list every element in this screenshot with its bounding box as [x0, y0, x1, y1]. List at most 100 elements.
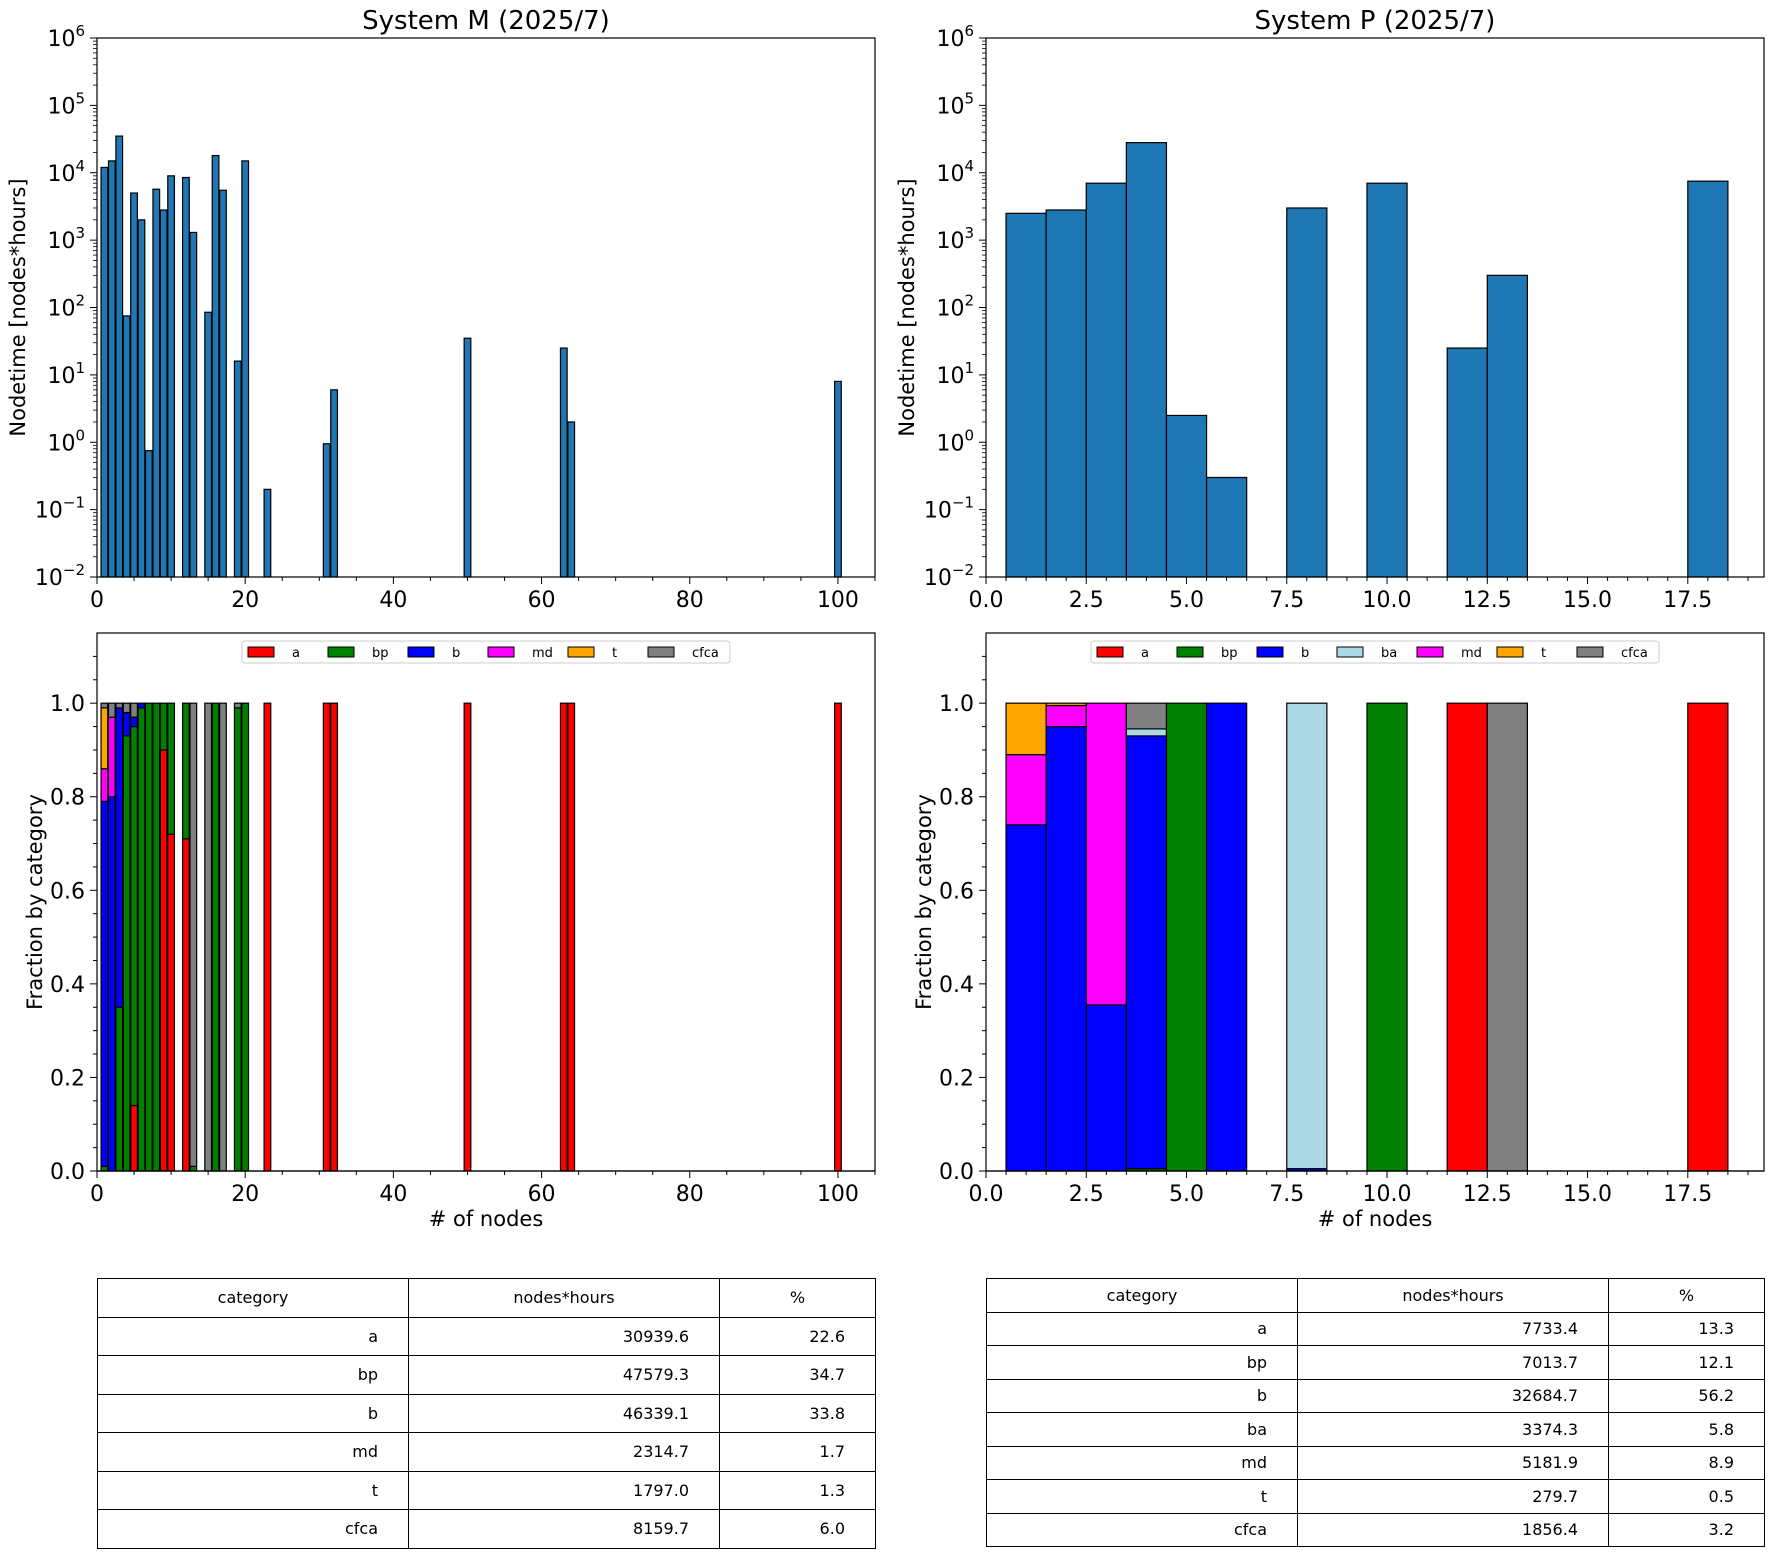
legend-swatch-bp — [1176, 646, 1204, 658]
legend-label-t: t — [612, 646, 617, 661]
table-cell: 3374.3 — [1297, 1412, 1609, 1447]
table-cell: t — [97, 1470, 409, 1510]
table-row: bp 47579.3 34.7 — [97, 1355, 876, 1395]
legend-frame — [241, 640, 731, 664]
histogram-bar — [233, 360, 242, 578]
stacked-bar-segment-a — [130, 1104, 138, 1172]
stacked-bar-segment-a — [330, 702, 339, 1172]
stacked-bar-segment-t — [100, 707, 109, 770]
legend-label-a: a — [292, 646, 300, 661]
table-cell: a — [97, 1316, 409, 1356]
stacked-bar-segment-b — [1005, 824, 1047, 1172]
y-axis-label: Nodetime [nodes*hours] — [895, 178, 919, 436]
table-cell: 0.5 — [1608, 1479, 1765, 1514]
table-cell: 8.9 — [1608, 1445, 1765, 1480]
stacked-bar-segment-bp — [211, 702, 220, 1172]
stacked-bar-segment-t — [1005, 702, 1047, 756]
legend-label-a: a — [1141, 646, 1149, 661]
stacked-bar-segment-b — [137, 702, 146, 709]
x-tick-label: 7.5 — [1269, 1182, 1304, 1207]
y-tick-label: 10−1 — [924, 494, 974, 524]
stacked-bar-segment-a — [159, 749, 168, 1172]
x-tick-label: 60 — [528, 588, 556, 613]
legend-swatch-b — [1256, 646, 1284, 658]
histogram-bar — [463, 337, 472, 578]
stacked-bar-segment-cfca — [1125, 702, 1168, 730]
table-cell: a — [986, 1311, 1298, 1346]
table-header-row: category nodes*hours% — [986, 1278, 1765, 1313]
y-tick-label: 106 — [47, 22, 85, 52]
legend-frame — [1090, 640, 1660, 664]
table-header-cell: category — [986, 1278, 1298, 1313]
legend-swatch-ba — [1336, 646, 1364, 658]
stacked-bar-segment-cfca — [219, 702, 227, 1172]
histogram-bar — [1165, 414, 1208, 578]
chart-title: System M (2025/7) — [362, 6, 610, 36]
stacked-bar-segment-bp — [189, 1165, 198, 1172]
x-tick-label: 17.5 — [1663, 588, 1712, 613]
table-cell: 5.8 — [1608, 1412, 1765, 1447]
legend-label-md: md — [1461, 646, 1482, 661]
x-tick-label: 10.0 — [1363, 1182, 1412, 1207]
table-row: ba 3374.3 5.8 — [986, 1412, 1765, 1447]
histogram-bar — [559, 347, 568, 578]
table-cell: 30939.6 — [408, 1316, 720, 1356]
histogram-bar — [100, 166, 109, 578]
summary-table-system-p: category nodes*hours% a 7733.4 13.3 bp 7013.7 1… — [986, 1278, 1765, 1547]
stacked-bar-segment-cfca — [107, 702, 116, 718]
histogram-bar — [1005, 212, 1047, 578]
stacked-bar-segment-cfca — [130, 702, 138, 718]
table-cell: 279.7 — [1297, 1479, 1609, 1514]
histogram-bar — [1446, 347, 1488, 578]
stacked-bar-segment-cfca — [204, 702, 213, 1172]
table-header-cell: % — [719, 1278, 876, 1318]
stacked-bar-segment-b — [130, 716, 138, 728]
stacked-bar-segment-a — [567, 702, 576, 1172]
legend-swatch-bp — [327, 646, 355, 658]
x-tick-label: 0.0 — [969, 588, 1004, 613]
legend-swatch-b — [407, 646, 435, 658]
y-tick-label: 0.0 — [939, 1160, 974, 1185]
table-cell: 5181.9 — [1297, 1445, 1609, 1480]
stacked-bar-segment-bp — [241, 702, 250, 1172]
x-tick-label: 100 — [817, 588, 859, 613]
legend-swatch-t — [567, 646, 595, 658]
stacked-bar-segment-a — [263, 702, 272, 1172]
x-tick-label: 40 — [379, 1182, 407, 1207]
histogram-bar — [122, 315, 131, 578]
table-cell: bp — [97, 1355, 409, 1395]
x-tick-label: 0 — [90, 1182, 104, 1207]
x-tick-label: 2.5 — [1069, 1182, 1104, 1207]
y-tick-label: 1.0 — [50, 692, 85, 717]
stacked-bar-segment-a — [181, 838, 190, 1172]
stacked-bar-segment-b — [115, 707, 124, 1008]
legend-swatch-a — [247, 646, 275, 658]
histogram-bar — [130, 192, 138, 578]
stacked-bar-segment-md — [1085, 702, 1127, 1006]
histogram-bar — [1286, 207, 1328, 578]
legend: a bp b md t cfca — [241, 640, 731, 664]
histogram-bar — [1125, 142, 1168, 578]
y-tick-label: 10−1 — [35, 494, 85, 524]
x-tick-label: 20 — [231, 588, 259, 613]
y-tick-label: 100 — [47, 426, 85, 456]
histogram-bar — [834, 380, 842, 578]
y-tick-label: 0.2 — [50, 1066, 85, 1091]
table-cell: 22.6 — [719, 1316, 876, 1356]
y-axis-label: Fraction by category — [912, 794, 936, 1010]
legend-label-cfca: cfca — [692, 646, 719, 661]
y-tick-label: 102 — [47, 292, 85, 322]
x-axis-label: # of nodes — [429, 1207, 544, 1231]
stacked-fraction-system-p: 0.0 0.2 0.4 0.6 0.8 1.0 0.0 2.5 5.0 7.5 10.0 12.5 15… — [912, 632, 1765, 1231]
y-tick-label: 0.0 — [50, 1160, 85, 1185]
y-tick-label: 102 — [936, 292, 974, 322]
table-body: category nodes*hours% a 7733.4 13.3 bp 7013.7 1… — [986, 1278, 1765, 1547]
stacked-bar-segment-md — [100, 768, 109, 803]
y-tick-label: 105 — [47, 89, 85, 119]
table-cell: md — [986, 1445, 1298, 1480]
histogram-bar — [263, 488, 272, 578]
histogram-bar — [219, 189, 227, 578]
stacked-bar-segment-ba — [1286, 702, 1328, 1170]
table-cell: 2314.7 — [408, 1432, 720, 1472]
